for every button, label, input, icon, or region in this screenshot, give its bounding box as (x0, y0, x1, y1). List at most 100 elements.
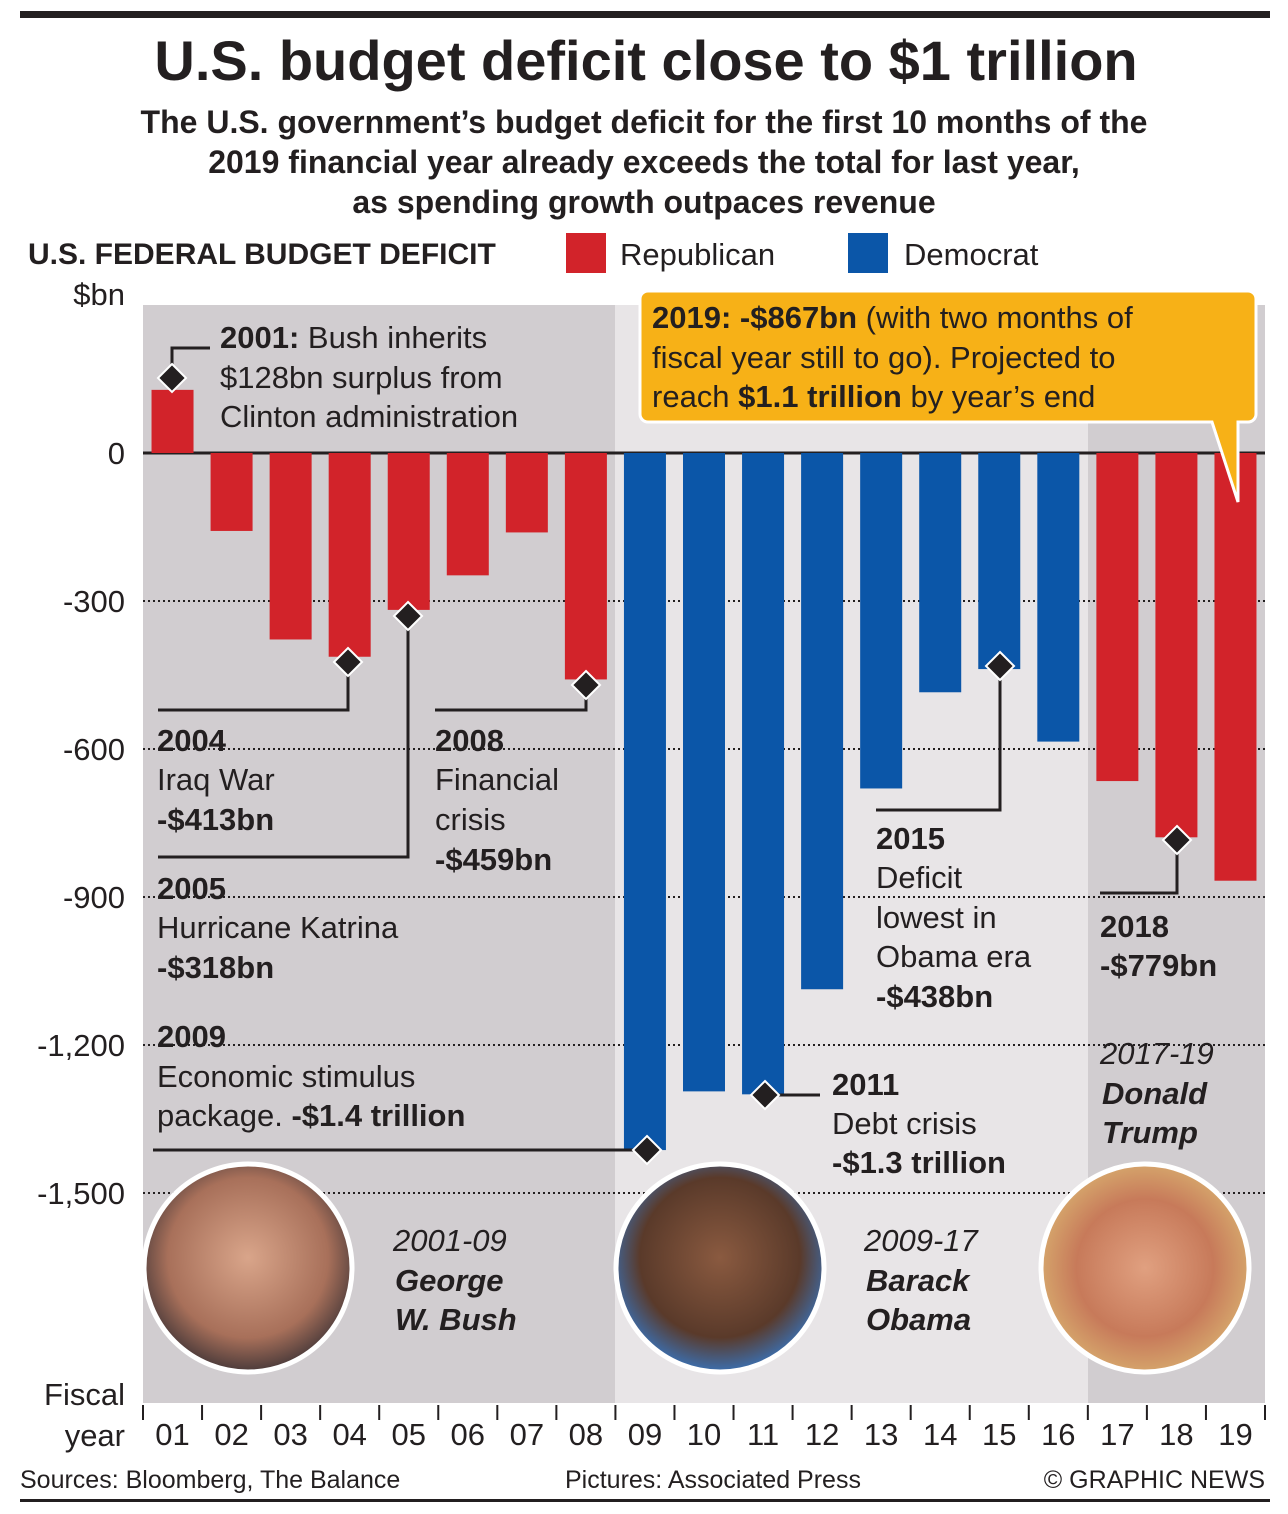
annotation-2015: 2015 Deficit lowest in Obama era -$438bn (876, 821, 1032, 1014)
diamond-marker (156, 362, 188, 394)
y-tick-label: 0 (108, 436, 125, 471)
bar-03 (269, 453, 312, 640)
bar-06 (446, 453, 489, 576)
x-tick-label: 14 (923, 1417, 957, 1452)
president-years: 2001-09 (392, 1223, 507, 1258)
bush-photo (141, 1161, 355, 1375)
x-tick-label: 01 (155, 1417, 189, 1452)
bar-08 (564, 453, 607, 680)
president-bush-label: 2001-09 George W. Bush (392, 1223, 517, 1337)
x-tick-label: 15 (982, 1417, 1016, 1452)
annotation-year: 2008 (435, 723, 504, 758)
annotation-value: -$318bn (157, 950, 274, 985)
annotation-year: 2018 (1100, 909, 1169, 944)
diamond-marker (749, 1079, 781, 1111)
annotation-text: $128bn surplus from (220, 360, 503, 395)
legend-swatch-democrat (848, 233, 888, 273)
annotation-2019-callout: 2019: -$867bn (with two months of fiscal… (638, 289, 1258, 503)
x-tick-label: 10 (687, 1417, 721, 1452)
picture-credit: Pictures: Associated Press (565, 1466, 861, 1494)
callout-bold: 2019: -$867bn (652, 300, 857, 335)
annotation-value: -$438bn (876, 979, 993, 1014)
bar-19 (1214, 453, 1257, 881)
annotation-text: Economic stimulus (157, 1059, 415, 1094)
annotation-value: -$779bn (1100, 948, 1217, 983)
annotation-text: Hurricane Katrina (157, 910, 399, 945)
obama-photo (613, 1161, 827, 1375)
subtitle-line-3: as spending growth outpaces revenue (352, 184, 935, 220)
president-name: Trump (1102, 1115, 1198, 1150)
callout-text: fiscal year still to go). Projected to (652, 340, 1115, 375)
annotation-text: package. (157, 1098, 291, 1133)
y-tick-label: -900 (63, 880, 125, 915)
top-rule (20, 11, 1270, 18)
annotation-text: Deficit (876, 860, 963, 895)
diamond-marker (984, 650, 1016, 682)
bar-14 (919, 453, 962, 693)
president-name: Barack (866, 1263, 971, 1298)
y-tick-label: -1,500 (37, 1176, 125, 1211)
annotation-text: Iraq War (157, 762, 275, 797)
bar-09 (623, 453, 666, 1151)
bar-16 (1037, 453, 1080, 742)
diamond-marker (1161, 824, 1193, 856)
subtitle-line-2: 2019 financial year already exceeds the … (208, 144, 1080, 180)
y-tick-label: -300 (63, 584, 125, 619)
svg-text:package. -$1.4 trillion: package. -$1.4 trillion (157, 1098, 465, 1133)
annotation-year: 2005 (157, 871, 226, 906)
president-obama-label: 2009-17 Barack Obama (863, 1223, 980, 1337)
leader-lines (153, 346, 1179, 1152)
annotation-text: Debt crisis (832, 1106, 977, 1141)
diamond-marker (631, 1134, 663, 1166)
sources: Sources: Bloomberg, The Balance (20, 1466, 400, 1494)
y-tick-label: -600 (63, 732, 125, 767)
x-tick-label: 11 (747, 1417, 779, 1452)
annotation-2001: 2001: Bush inherits $128bn surplus from … (220, 320, 518, 434)
bar-15 (978, 453, 1021, 670)
president-name: Donald (1102, 1076, 1208, 1111)
x-tick-label: 02 (214, 1417, 248, 1452)
annotation-text: crisis (435, 802, 506, 837)
president-name: W. Bush (395, 1302, 517, 1337)
section-label: U.S. FEDERAL BUDGET DEFICIT (28, 238, 496, 271)
x-tick-label: 17 (1100, 1417, 1134, 1452)
annotation-value: -$1.4 trillion (291, 1098, 465, 1133)
president-trump-label: 2017-19 Donald Trump (1099, 1036, 1214, 1150)
y-axis-label: $bn (73, 277, 125, 312)
callout-text: reach (652, 379, 738, 414)
annotation-value: -$413bn (157, 802, 274, 837)
annotation-year: 2009 (157, 1019, 226, 1054)
annotation-text: Clinton administration (220, 399, 518, 434)
callout-bold: $1.1 trillion (738, 379, 902, 414)
annotation-year: 2011 (832, 1067, 899, 1102)
x-tick-label: 13 (864, 1417, 898, 1452)
x-tick-label: 19 (1218, 1417, 1252, 1452)
x-tick-label: 12 (805, 1417, 839, 1452)
annotation-text: Financial (435, 762, 559, 797)
x-tick-label: 08 (569, 1417, 603, 1452)
bar-02 (210, 453, 253, 531)
x-tick-label: 07 (510, 1417, 544, 1452)
president-years: 2017-19 (1099, 1036, 1214, 1071)
annotation-2018: 2018 -$779bn (1100, 909, 1217, 983)
x-tick-label: 16 (1041, 1417, 1075, 1452)
legend-label-republican: Republican (620, 237, 775, 272)
bar-11 (742, 453, 785, 1095)
marker-diamonds (156, 362, 1193, 1166)
diamond-marker (570, 669, 602, 701)
annotation-year: 2001: (220, 320, 299, 355)
x-axis-label: year (65, 1418, 125, 1453)
annotation-2004: 2004 Iraq War -$413bn (157, 723, 275, 837)
bar-12 (801, 453, 844, 990)
x-tick-label: 05 (391, 1417, 425, 1452)
annotation-text: Bush inherits (308, 320, 487, 355)
annotation-2011: 2011 Debt crisis -$1.3 trillion (832, 1067, 1006, 1180)
annotation-year: 2015 (876, 821, 945, 856)
legend-swatch-republican (566, 233, 606, 273)
chart-title: U.S. budget deficit close to $1 trillion (154, 29, 1137, 92)
svg-text:reach $1.1 trillion by year’s: reach $1.1 trillion by year’s end (652, 379, 1095, 414)
x-tick-label: 06 (451, 1417, 485, 1452)
bar-13 (860, 453, 903, 789)
trump-photo (1038, 1161, 1252, 1375)
